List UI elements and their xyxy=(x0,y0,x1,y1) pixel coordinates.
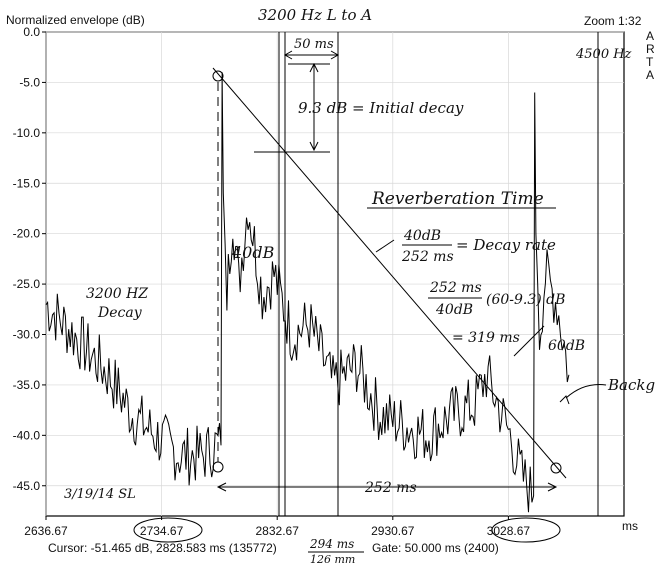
note-3200hz: 3200 HZ xyxy=(86,286,148,302)
note-3200hz-l-to-a: 3200 Hz L to A xyxy=(258,6,372,24)
x-tick-label: 2636.67 xyxy=(24,524,68,538)
note-4500hz: 4500 Hz xyxy=(575,47,632,62)
backg-pointer xyxy=(565,384,607,399)
x-tick-label: 2930.67 xyxy=(371,524,415,538)
x-tick-label: 3028.67 xyxy=(487,524,531,538)
note-252ms: 252 ms xyxy=(364,480,417,496)
note-294ms: 294 ms xyxy=(309,537,354,551)
decay-slope-line xyxy=(212,67,567,479)
y-tick-label: -10.0 xyxy=(13,126,41,140)
y-tick-label: -15.0 xyxy=(13,176,41,190)
note-50ms: 50 ms xyxy=(294,37,334,52)
grid xyxy=(45,31,624,516)
y-tick-label: -40.0 xyxy=(13,428,41,442)
50ms-arrowheads xyxy=(283,50,340,60)
y-tick-label: 0.0 xyxy=(23,25,40,39)
note-rt-result: = 319 ms xyxy=(452,330,520,346)
note-decay: Decay xyxy=(97,305,143,321)
y-tick-label: -45.0 xyxy=(13,479,41,493)
rt-slash xyxy=(513,325,545,357)
note-decay-den: 252 ms xyxy=(401,249,454,265)
y-tick-label: -30.0 xyxy=(13,328,41,342)
cursor-readout: Cursor: -51.465 dB, 2828.583 ms (135772) xyxy=(48,541,277,555)
note-decay-rate: = Decay rate xyxy=(456,236,556,254)
handwritten-annotations xyxy=(133,50,607,553)
y-axis: 0.0 -5.0 -10.0 -15.0 -20.0 -25.0 -30.0 -35.0 -40… xyxy=(13,25,46,493)
note-rt-num: 252 ms xyxy=(429,280,482,296)
slope-start-circle xyxy=(212,70,224,82)
note-backg: Backg xyxy=(607,376,655,394)
y-tick-label: -35.0 xyxy=(13,378,41,392)
note-reverberation-time: Reverberation Time xyxy=(371,189,544,209)
circle-2734 xyxy=(133,517,203,543)
x-tick-label: 2734.67 xyxy=(140,524,184,538)
slope-end-circle xyxy=(550,462,562,474)
note-date-signature: 3/19/14 SL xyxy=(64,487,136,502)
chart-title: Normalized envelope (dB) xyxy=(6,13,145,27)
note-decay-num: 40dB xyxy=(403,228,441,244)
note-rt-den: 40dB xyxy=(435,302,473,318)
gate-readout: Gate: 50.000 ms (2400) xyxy=(372,541,499,555)
backg-arrowhead xyxy=(559,395,570,405)
252ms-arrowheads xyxy=(216,482,558,492)
y-tick-label: -25.0 xyxy=(13,277,41,291)
zoom-label[interactable]: Zoom 1:32 xyxy=(584,14,642,28)
x-unit-label: ms xyxy=(622,519,638,533)
x-tick-label: 2832.67 xyxy=(256,524,300,538)
note-rt-factor: (60-9.3) dB xyxy=(486,292,565,308)
note-initial-decay: 9.3 dB = Initial decay xyxy=(298,99,464,117)
note-126mm: 126 mm xyxy=(310,553,355,565)
y-tick-label: -20.0 xyxy=(13,227,41,241)
note-rt-60db: 60dB xyxy=(548,338,585,354)
envelope-trace xyxy=(45,72,570,513)
circle-3028 xyxy=(491,517,561,543)
x-axis: 2636.67 2734.67 2832.67 2930.67 3028.67 xyxy=(24,516,530,538)
y-tick-label: -5.0 xyxy=(19,75,40,89)
decay-rate-pointer xyxy=(375,239,395,253)
note-40db: 40dB xyxy=(231,243,275,262)
